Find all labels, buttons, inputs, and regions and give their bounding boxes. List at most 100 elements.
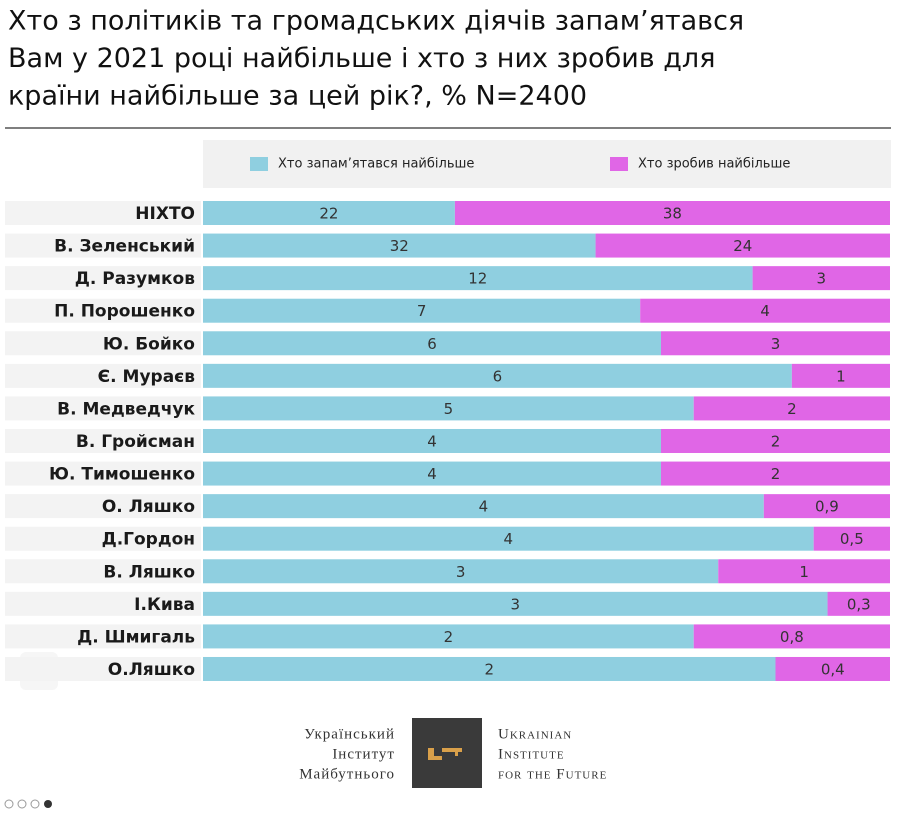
category-label: НІХТО <box>135 204 195 224</box>
bar-segment <box>203 559 719 584</box>
bar-segment <box>203 363 792 388</box>
logo-text-ua: Майбутнього <box>299 766 395 782</box>
bar-segment <box>595 233 890 258</box>
row-stripe <box>5 624 201 649</box>
chart-title: Вам у 2021 році найбільше і хто з них зр… <box>8 43 715 74</box>
bar-segment <box>661 428 890 453</box>
value-label: 6 <box>427 335 437 353</box>
bar-segment <box>203 233 596 258</box>
category-label: В. Ляшко <box>103 562 195 582</box>
category-label: О. Ляшко <box>102 497 195 517</box>
bar-segment <box>827 591 890 616</box>
bar-segment <box>640 298 890 323</box>
value-label: 2 <box>787 400 797 418</box>
value-label: 3 <box>817 270 827 288</box>
legend-label: Хто запам’ятався найбільше <box>278 157 474 172</box>
category-label: Є. Мураєв <box>98 367 196 387</box>
bar-segment <box>693 624 890 649</box>
bar-segment <box>813 526 890 551</box>
row-stripe <box>5 363 201 388</box>
logo-box <box>412 718 482 788</box>
bar-segment <box>203 526 814 551</box>
bar-segment <box>203 656 776 681</box>
value-label: 0,5 <box>840 530 864 548</box>
value-label: 4 <box>427 465 437 483</box>
logo-text-en: for the Future <box>498 766 607 782</box>
bar-segment <box>752 266 890 291</box>
logo-text-en: Ukrainian <box>498 726 572 742</box>
legend-swatch <box>610 157 628 171</box>
value-label: 0,3 <box>847 595 871 613</box>
value-label: 0,4 <box>821 660 845 678</box>
bar-segment <box>693 396 890 421</box>
value-label: 4 <box>760 302 770 320</box>
value-label: 5 <box>444 400 454 418</box>
category-label: І.Кива <box>134 595 195 615</box>
chart-title: Хто з політиків та громадських діячів за… <box>8 6 744 37</box>
value-label: 2 <box>484 660 494 678</box>
value-label: 38 <box>663 205 682 223</box>
value-label: 1 <box>799 563 809 581</box>
logo-text-ua: Український <box>304 726 395 742</box>
category-label: Ю. Бойко <box>103 334 195 354</box>
category-label: Д.Гордон <box>102 530 195 550</box>
value-label: 2 <box>771 465 781 483</box>
bar-segment <box>454 201 890 225</box>
bar-segment <box>203 591 828 616</box>
value-label: 4 <box>479 498 489 516</box>
bar-segment <box>203 428 661 453</box>
row-stripe <box>5 428 201 453</box>
bar-segment <box>791 363 890 388</box>
value-label: 22 <box>319 205 338 223</box>
row-stripe <box>5 461 201 486</box>
value-label: 2 <box>771 432 781 450</box>
value-label: 2 <box>444 628 454 646</box>
row-stripe <box>5 396 201 421</box>
chart-title: країни найбільше за цей рік?, % N=2400 <box>8 81 587 112</box>
row-stripe <box>5 494 201 519</box>
row-stripe <box>5 526 201 551</box>
bar-segment <box>661 331 890 356</box>
row-stripe <box>5 266 201 291</box>
row-stripe <box>5 201 201 225</box>
bar-segment <box>775 656 890 681</box>
bar-segment <box>203 298 641 323</box>
value-label: 24 <box>733 237 752 255</box>
value-label: 6 <box>493 367 503 385</box>
logo-key <box>428 748 462 760</box>
bar-segment <box>718 559 890 584</box>
category-label: Д. Шмигаль <box>77 627 195 647</box>
category-label: П. Порошенко <box>54 302 195 322</box>
value-label: 3 <box>456 563 466 581</box>
value-label: 4 <box>427 432 437 450</box>
row-stripe <box>5 233 201 258</box>
category-label: О.Ляшко <box>108 660 195 680</box>
bar-segment <box>661 461 890 486</box>
category-label: Д. Разумков <box>75 269 196 289</box>
bar-segment <box>203 331 661 356</box>
value-label: 32 <box>390 237 409 255</box>
bar-segment <box>203 461 661 486</box>
row-stripe <box>5 298 201 323</box>
value-label: 3 <box>510 595 520 613</box>
bar-segment <box>203 201 455 225</box>
value-label: 0,9 <box>815 498 839 516</box>
bar-segment <box>203 266 753 291</box>
value-label: 4 <box>504 530 514 548</box>
category-label: Ю. Тимошенко <box>49 465 195 485</box>
value-label: 7 <box>417 302 427 320</box>
bar-segment <box>203 396 694 421</box>
category-label: В. Медведчук <box>57 399 195 419</box>
legend-band <box>203 140 891 188</box>
value-label: 1 <box>836 367 846 385</box>
row-stripe <box>5 656 201 681</box>
row-stripe <box>5 559 201 584</box>
bar-segment <box>203 494 764 519</box>
bar-segment <box>763 494 890 519</box>
row-stripe <box>5 331 201 356</box>
legend-swatch <box>250 157 268 171</box>
logo-text-ua: Інститут <box>332 746 395 762</box>
category-label: В. Гройсман <box>76 432 195 452</box>
logo-text-en: Institute <box>498 746 565 762</box>
